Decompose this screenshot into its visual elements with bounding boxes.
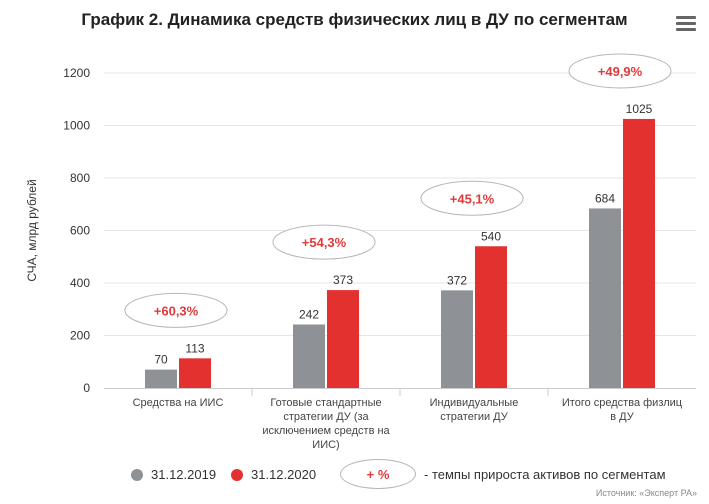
hamburger-menu-icon[interactable] [676, 16, 696, 32]
legend-growth-description: - темпы прироста активов по сегментам [424, 467, 666, 482]
bar-31-12-2020 [475, 246, 507, 388]
bar-31-12-2020 [179, 358, 211, 388]
y-tick-label: 1000 [63, 119, 90, 133]
y-tick-label: 600 [70, 224, 90, 238]
legend-growth-badge: + % [340, 459, 416, 489]
growth-ellipse [272, 224, 376, 260]
source-note: Источник: «Эксперт РА» [595, 488, 697, 498]
data-label: 1025 [626, 102, 653, 116]
data-label: 373 [333, 273, 353, 287]
x-tick-label: ИИС) [312, 439, 339, 451]
x-tick-label: Индивидуальные [430, 397, 519, 409]
bar-31-12-2019 [441, 290, 473, 388]
chart-plot-area: 0 200 400 600 800 1000 1200 СЧА, млрд рублей 70 1… [25, 53, 696, 451]
x-tick-label: в ДУ [610, 411, 634, 423]
bar-31-12-2019 [293, 324, 325, 388]
legend-label-2019: 31.12.2019 [151, 467, 217, 482]
bar-31-12-2019 [145, 369, 177, 388]
chart-title: График 2. Динамика средств физических ли… [81, 10, 628, 29]
x-tick-label: исключением средств на [262, 425, 390, 437]
data-label: 113 [185, 341, 204, 355]
growth-ellipse [124, 292, 228, 328]
data-label: 70 [154, 353, 168, 367]
bar-31-12-2020 [327, 290, 359, 388]
x-tick-label: Готовые стандартные [270, 397, 381, 409]
growth-label: +45,1% [450, 191, 495, 206]
y-axis-title: СЧА, млрд рублей [25, 179, 39, 281]
growth-ellipse [568, 53, 672, 89]
data-label: 242 [299, 307, 319, 321]
growth-label: +60,3% [154, 303, 199, 318]
data-label: 372 [447, 273, 467, 287]
legend-item-2019[interactable]: 31.12.2019 [131, 467, 216, 482]
y-tick-label: 1200 [63, 66, 90, 80]
y-tick-label: 0 [83, 381, 90, 395]
data-label: 684 [595, 191, 615, 205]
growth-label: +49,9% [598, 64, 643, 79]
legend-marker-2019 [131, 468, 143, 481]
x-tick-label: Итого средства физлиц [562, 397, 683, 409]
legend-item-2020[interactable]: 31.12.2020 [231, 467, 316, 482]
x-tick-label: Средства на ИИС [133, 397, 224, 409]
bar-31-12-2020 [623, 118, 655, 388]
bar-31-12-2019 [589, 208, 621, 388]
data-label: 540 [481, 229, 501, 243]
legend-marker-2020 [231, 468, 243, 481]
y-tick-label: 200 [70, 329, 90, 343]
y-tick-label: 400 [70, 276, 90, 290]
x-tick-label: стратегии ДУ (за [283, 411, 369, 423]
growth-ellipse [420, 180, 524, 216]
x-tick-label: стратегии ДУ [440, 411, 508, 423]
growth-label: +54,3% [302, 235, 347, 250]
y-tick-label: 800 [70, 171, 90, 185]
legend-label-2020: 31.12.2020 [251, 467, 317, 482]
